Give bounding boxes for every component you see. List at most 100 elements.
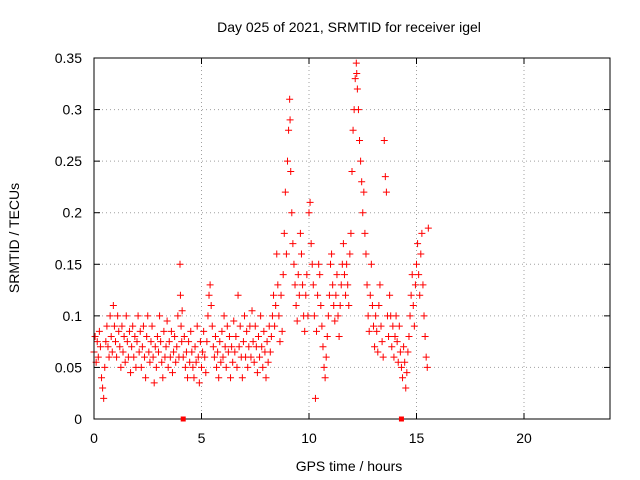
data-point <box>146 358 154 366</box>
x-tick-label: 15 <box>409 430 425 446</box>
data-point <box>186 358 194 366</box>
y-axis-label: SRMTID / TECUs <box>6 183 22 293</box>
data-point <box>113 353 121 361</box>
data-point <box>400 343 408 351</box>
data-point <box>385 332 393 340</box>
data-point <box>274 281 282 289</box>
data-point <box>321 374 329 382</box>
data-point <box>166 353 174 361</box>
data-point <box>331 317 339 325</box>
data-point <box>399 374 407 382</box>
data-point <box>316 271 324 279</box>
data-point <box>320 363 328 371</box>
data-point <box>228 343 236 351</box>
data-point <box>162 343 170 351</box>
data-point <box>118 322 126 330</box>
data-point <box>411 281 419 289</box>
data-point <box>291 281 299 289</box>
data-point <box>248 307 256 315</box>
data-point <box>315 260 323 268</box>
data-point <box>328 250 336 258</box>
data-point <box>420 312 428 320</box>
data-point <box>200 327 208 335</box>
data-point <box>390 353 398 361</box>
data-point <box>216 338 224 346</box>
data-point <box>143 332 151 340</box>
data-point <box>133 338 141 346</box>
data-point <box>95 327 103 335</box>
x-axis-label: GPS time / hours <box>296 458 403 474</box>
data-point <box>157 338 165 346</box>
data-point <box>134 312 142 320</box>
data-point <box>334 312 342 320</box>
data-point <box>368 302 376 310</box>
data-point <box>214 348 222 356</box>
data-point <box>372 312 380 320</box>
data-point <box>225 332 233 340</box>
data-point <box>224 348 232 356</box>
data-point <box>303 271 311 279</box>
data-point <box>294 271 302 279</box>
data-point <box>233 363 241 371</box>
data-point <box>102 338 110 346</box>
data-point <box>419 281 427 289</box>
data-point <box>403 369 411 377</box>
data-point <box>99 384 107 392</box>
data-point <box>187 327 195 335</box>
data-point <box>222 363 230 371</box>
data-point <box>227 374 235 382</box>
data-point <box>123 338 131 346</box>
data-point <box>414 240 422 248</box>
data-point <box>241 312 248 320</box>
data-point <box>347 229 355 237</box>
data-point <box>324 312 332 320</box>
data-point <box>394 358 402 366</box>
data-point <box>201 353 209 361</box>
data-point <box>333 271 341 279</box>
data-point <box>342 291 350 299</box>
y-tick-label: 0.05 <box>55 359 82 375</box>
data-point <box>239 338 247 346</box>
data-point <box>131 332 139 340</box>
data-point <box>336 302 344 310</box>
data-point <box>181 363 189 371</box>
data-point <box>258 343 266 351</box>
data-point <box>297 250 305 258</box>
data-point <box>317 302 325 310</box>
data-point <box>363 281 371 289</box>
data-point <box>422 353 430 361</box>
data-point <box>193 322 201 330</box>
data-point <box>218 327 226 335</box>
grid <box>94 58 610 419</box>
data-point <box>267 332 275 340</box>
data-point <box>360 188 368 196</box>
data-point <box>309 281 317 289</box>
data-point <box>144 312 152 320</box>
data-point <box>109 302 117 310</box>
x-axis-markers <box>180 416 404 422</box>
data-point <box>145 348 153 356</box>
data-point <box>307 240 315 248</box>
data-point <box>356 137 364 145</box>
data-point <box>254 332 262 340</box>
data-point <box>424 224 432 232</box>
data-point <box>388 343 396 351</box>
data-point <box>203 338 211 346</box>
data-point <box>329 281 337 289</box>
data-point <box>332 291 340 299</box>
data-point <box>392 312 400 320</box>
data-point <box>416 291 424 299</box>
data-point <box>172 358 180 366</box>
data-point <box>229 358 237 366</box>
data-point <box>348 167 356 175</box>
data-point <box>337 281 345 289</box>
data-point <box>173 343 181 351</box>
data-point <box>106 312 114 320</box>
data-point <box>208 322 216 330</box>
data-point <box>177 322 185 330</box>
x-tick-label: 0 <box>90 430 98 446</box>
data-point <box>378 338 386 346</box>
data-point <box>178 338 186 346</box>
data-point <box>178 307 186 315</box>
